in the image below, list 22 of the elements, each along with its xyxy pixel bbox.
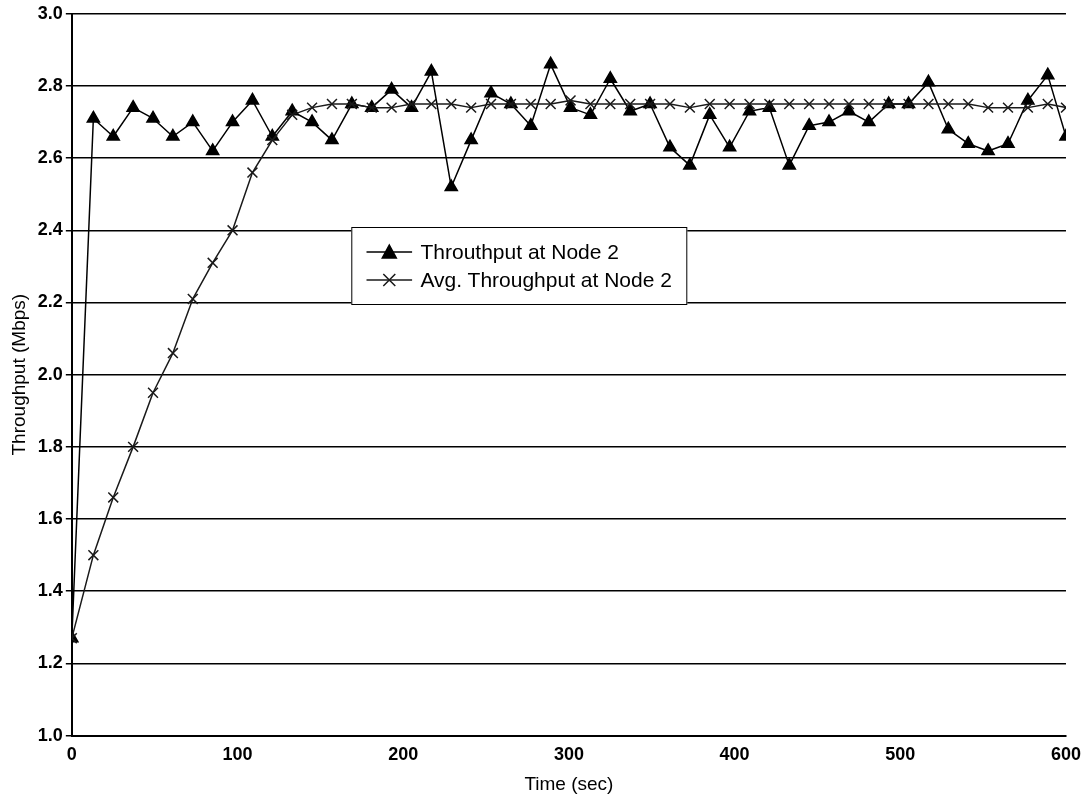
x-tick-label: 500	[885, 744, 916, 765]
x-tick-label: 0	[66, 744, 77, 765]
x-axis-title: Time (sec)	[524, 772, 614, 794]
y-tick-label: 1.2	[37, 652, 63, 673]
y-tick-label: 2.2	[37, 291, 63, 312]
y-tick-label: 1.0	[37, 724, 63, 745]
x-tick-label: 600	[1050, 744, 1082, 765]
y-tick-label: 2.0	[37, 363, 63, 384]
x-tick-label: 400	[719, 744, 750, 765]
y-tick-label: 2.6	[37, 147, 63, 168]
y-tick-label: 2.8	[37, 74, 63, 95]
y-tick-label: 1.8	[37, 435, 63, 456]
legend-label: Avg. Throughput at Node 2	[420, 268, 672, 293]
legend-label: Throuthput at Node 2	[420, 240, 619, 265]
y-tick-label: 3.0	[37, 2, 63, 23]
x-tick-label: 200	[388, 744, 419, 765]
x-tick-label: 300	[553, 744, 584, 765]
y-tick-label: 2.4	[37, 219, 63, 240]
y-tick-label: 1.4	[37, 580, 63, 601]
x-tick-label: 100	[222, 744, 253, 765]
y-axis-title: Throughput (Mbps)	[7, 293, 29, 456]
y-tick-label: 1.6	[37, 508, 63, 529]
